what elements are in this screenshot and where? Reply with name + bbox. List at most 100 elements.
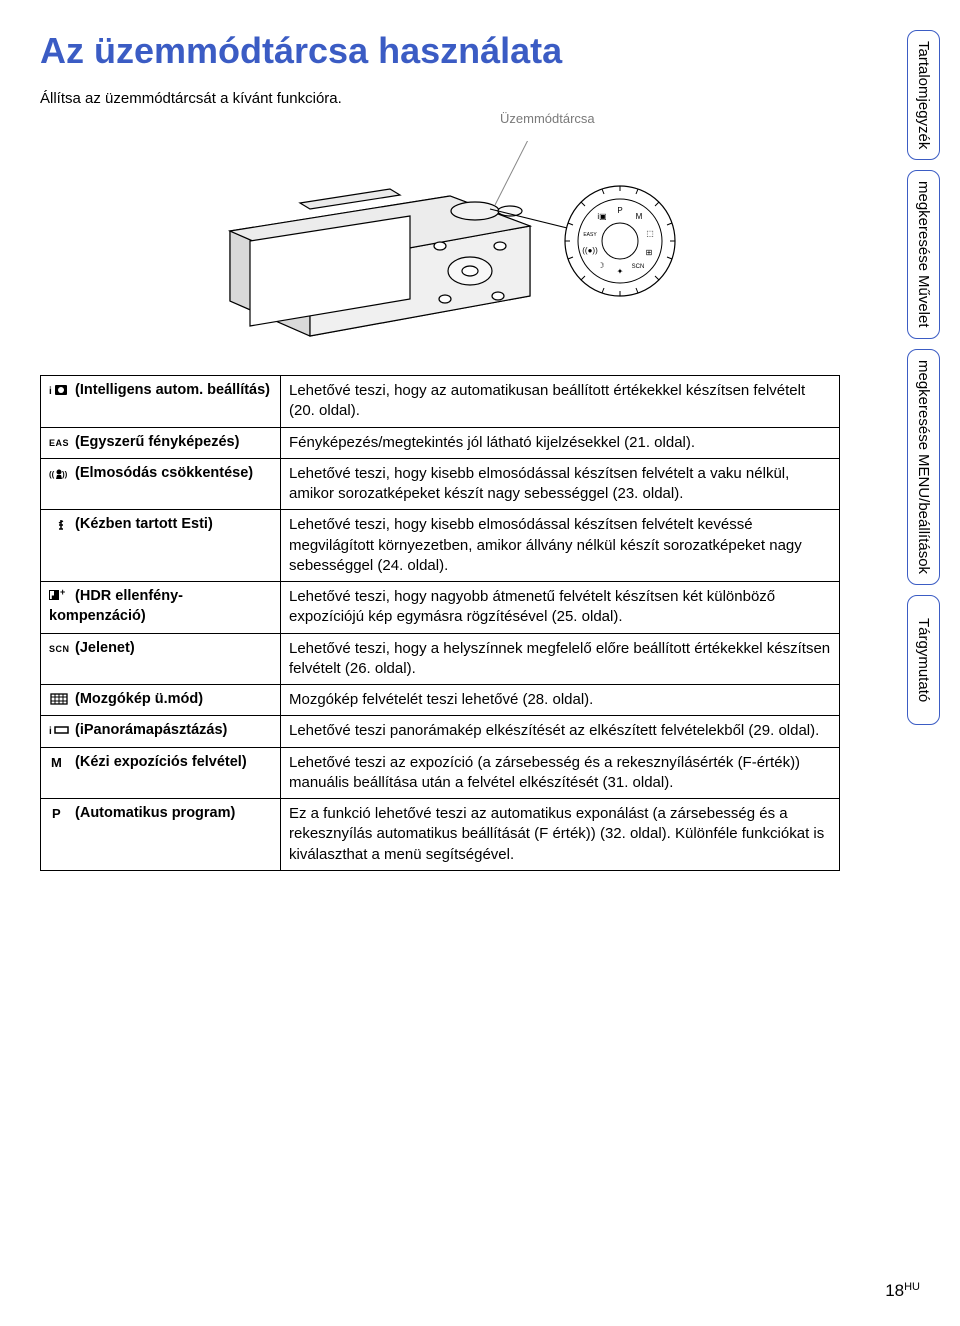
table-row: i (Intelligens autom. beállítás)Lehetővé… bbox=[41, 376, 840, 428]
mode-desc-cell: Fényképezés/megtekintés jól látható kije… bbox=[281, 427, 840, 458]
svg-text:M: M bbox=[51, 755, 62, 770]
tab-label: megkeresése bbox=[914, 360, 934, 450]
panorama-icon: i bbox=[49, 722, 71, 738]
mode-desc: Lehetővé teszi, hogy nagyobb átmenetű fe… bbox=[289, 588, 775, 625]
page-number: 18HU bbox=[885, 1281, 920, 1301]
svg-text:+: + bbox=[60, 588, 65, 597]
tab-operation-search[interactable]: megkeresése Művelet bbox=[907, 170, 941, 339]
svg-text:)): )) bbox=[62, 470, 68, 479]
mode-desc: Lehetővé teszi, hogy kisebb elmosódással… bbox=[289, 465, 789, 502]
mode-desc-cell: Lehetővé teszi, hogy kisebb elmosódással… bbox=[281, 458, 840, 510]
svg-text:⬚: ⬚ bbox=[646, 229, 654, 238]
svg-text:EASY: EASY bbox=[583, 232, 597, 238]
table-row: (()) (Elmosódás csökkentése)Lehetővé tes… bbox=[41, 458, 840, 510]
mode-desc: Lehetővé teszi, hogy a helyszínnek megfe… bbox=[289, 640, 830, 677]
handheld-twilight-icon bbox=[49, 516, 71, 532]
svg-text:i▣: i▣ bbox=[597, 212, 606, 221]
tab-label: megkeresése bbox=[914, 181, 934, 271]
movie-icon bbox=[49, 691, 71, 707]
table-row: i (iPanorámapásztázás) Lehetővé teszi pan… bbox=[41, 716, 840, 747]
svg-text:P: P bbox=[52, 806, 61, 821]
easy-icon: EASY bbox=[49, 434, 71, 450]
mode-desc: Lehetővé teszi az expozíció (a zársebess… bbox=[289, 754, 800, 791]
page-title: Az üzemmódtárcsa használata bbox=[40, 30, 840, 72]
mode-desc: Lehetővé teszi, hogy az automatikusan be… bbox=[289, 382, 805, 419]
mode-desc-cell: Lehetővé teszi, hogy az automatikusan be… bbox=[281, 376, 840, 428]
mode-label-cell: (()) (Elmosódás csökkentése) bbox=[41, 458, 281, 510]
tab-menu-settings-search[interactable]: megkeresése MENU/beállítások bbox=[907, 349, 941, 585]
mode-desc-cell: Lehetővé teszi, hogy nagyobb átmenetű fe… bbox=[281, 582, 840, 634]
anti-blur-icon: (()) bbox=[49, 465, 71, 481]
mode-desc: Fényképezés/megtekintés jól látható kije… bbox=[289, 434, 695, 451]
page-number-suffix: HU bbox=[904, 1281, 920, 1293]
mode-desc: Lehetővé teszi panorámakép elkészítését … bbox=[289, 722, 819, 739]
tab-toc[interactable]: Tartalomjegyzék bbox=[907, 30, 941, 160]
mode-label: (iPanorámapásztázás) bbox=[71, 722, 227, 738]
table-row: SCN (Jelenet)Lehetővé teszi, hogy a hely… bbox=[41, 633, 840, 685]
table-row: P (Automatikus program)Ez a funkció lehe… bbox=[41, 799, 840, 871]
scn-icon: SCN bbox=[49, 640, 71, 656]
mode-desc-cell: Mozgókép felvételét teszi lehetővé (28. … bbox=[281, 685, 840, 716]
svg-text:SCN: SCN bbox=[49, 644, 69, 654]
side-tabs: Tartalomjegyzék megkeresése Művelet megk… bbox=[907, 30, 941, 725]
figure-area: Üzemmódtárcsa bbox=[40, 111, 840, 361]
mode-label-cell: i (Intelligens autom. beállítás) bbox=[41, 376, 281, 428]
table-row: (Kézben tartott Esti) Lehetővé teszi, hog… bbox=[41, 510, 840, 582]
mode-desc: Ez a funkció lehetővé teszi az automatik… bbox=[289, 805, 824, 863]
mode-label-cell: SCN (Jelenet) bbox=[41, 633, 281, 685]
mode-desc: Mozgókép felvételét teszi lehetővé (28. … bbox=[289, 691, 593, 708]
table-row: ▞+ (HDR ellenfény-kompenzáció)Lehetővé t… bbox=[41, 582, 840, 634]
svg-text:☽: ☽ bbox=[597, 261, 604, 270]
page-subtitle: Állítsa az üzemmódtárcsát a kívánt funkc… bbox=[40, 90, 840, 107]
table-row: EASY (Egyszerű fényképezés) Fényképezés/m… bbox=[41, 427, 840, 458]
page-content: Az üzemmódtárcsa használata Állítsa az ü… bbox=[0, 0, 880, 901]
mode-desc: Lehetővé teszi, hogy kisebb elmosódással… bbox=[289, 516, 802, 574]
svg-text:EASY: EASY bbox=[49, 438, 69, 448]
mode-label: (Kézben tartott Esti) bbox=[71, 516, 213, 532]
mode-label-cell: P (Automatikus program) bbox=[41, 799, 281, 871]
svg-text:M: M bbox=[636, 212, 643, 221]
mode-label-cell: ▞+ (HDR ellenfény-kompenzáció) bbox=[41, 582, 281, 634]
mode-table: i (Intelligens autom. beállítás)Lehetővé… bbox=[40, 375, 840, 871]
mode-label-cell: i (iPanorámapásztázás) bbox=[41, 716, 281, 747]
intelligent-auto-icon: i bbox=[49, 382, 71, 398]
svg-text:▞: ▞ bbox=[51, 591, 58, 600]
camera-illustration: P M ⬚ ⊞ SCN ✦ ☽ ((●)) EASY i▣ bbox=[200, 141, 700, 371]
mode-label: (Automatikus program) bbox=[71, 805, 235, 821]
mode-label-cell: M (Kézi expozíciós felvétel) bbox=[41, 747, 281, 799]
table-row: (Mozgókép ü.mód) Mozgókép felvételét tesz… bbox=[41, 685, 840, 716]
tab-label: Művelet bbox=[914, 275, 934, 328]
mode-label-cell: (Kézben tartott Esti) bbox=[41, 510, 281, 582]
mode-label: (Mozgókép ü.mód) bbox=[71, 691, 203, 707]
svg-text:i: i bbox=[49, 726, 52, 737]
svg-text:SCN: SCN bbox=[632, 264, 645, 270]
tab-label: Tárgymutató bbox=[914, 618, 934, 702]
mode-label-cell: (Mozgókép ü.mód) bbox=[41, 685, 281, 716]
svg-text:i: i bbox=[49, 386, 52, 397]
mode-desc-cell: Lehetővé teszi, hogy a helyszínnek megfe… bbox=[281, 633, 840, 685]
mode-label: (Egyszerű fényképezés) bbox=[71, 434, 239, 450]
mode-label: (Elmosódás csökkentése) bbox=[71, 465, 253, 481]
mode-desc-cell: Lehetővé teszi az expozíció (a zársebess… bbox=[281, 747, 840, 799]
tab-label: Tartalomjegyzék bbox=[914, 41, 934, 149]
svg-text:((: (( bbox=[49, 470, 55, 479]
hdr-icon: ▞+ bbox=[49, 588, 71, 604]
figure-caption: Üzemmódtárcsa bbox=[500, 111, 595, 126]
svg-text:((●)): ((●)) bbox=[582, 246, 598, 255]
svg-text:⊞: ⊞ bbox=[646, 248, 653, 257]
program-icon: P bbox=[49, 805, 71, 821]
mode-label: (Intelligens autom. beállítás) bbox=[71, 382, 270, 398]
mode-label-cell: EASY (Egyszerű fényképezés) bbox=[41, 427, 281, 458]
svg-text:✦: ✦ bbox=[617, 267, 624, 276]
svg-text:P: P bbox=[617, 206, 622, 215]
mode-desc-cell: Ez a funkció lehetővé teszi az automatik… bbox=[281, 799, 840, 871]
tab-index[interactable]: Tárgymutató bbox=[907, 595, 941, 725]
tab-label: MENU/beállítások bbox=[914, 454, 934, 574]
manual-icon: M bbox=[49, 754, 71, 770]
page-number-value: 18 bbox=[885, 1281, 904, 1300]
mode-desc-cell: Lehetővé teszi, hogy kisebb elmosódással… bbox=[281, 510, 840, 582]
mode-label: (Jelenet) bbox=[71, 640, 135, 656]
mode-label: (Kézi expozíciós felvétel) bbox=[71, 754, 247, 770]
table-row: M (Kézi expozíciós felvétel)Lehetővé tes… bbox=[41, 747, 840, 799]
mode-desc-cell: Lehetővé teszi panorámakép elkészítését … bbox=[281, 716, 840, 747]
